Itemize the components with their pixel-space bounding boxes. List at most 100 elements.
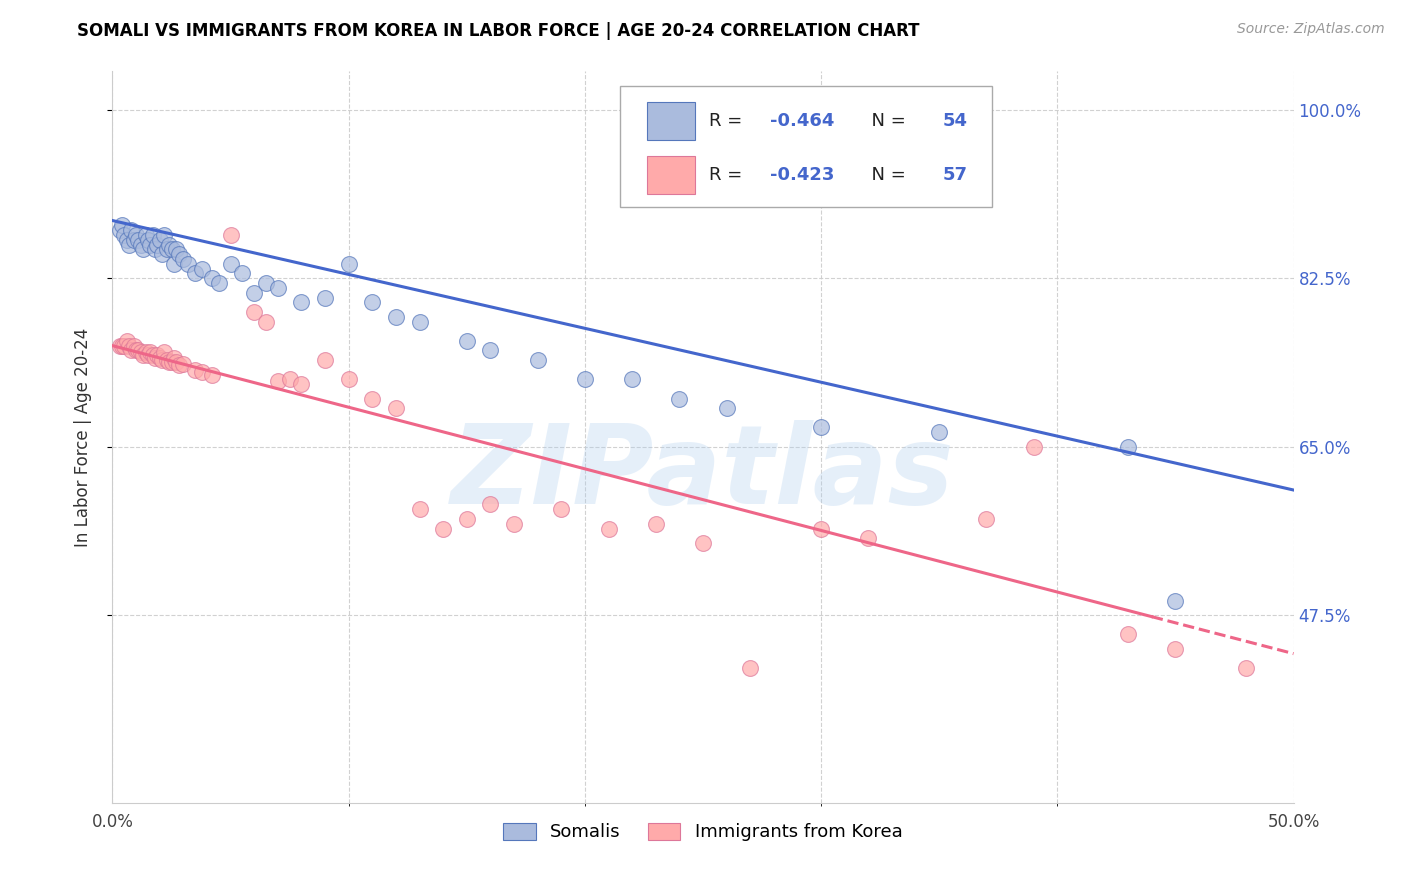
Text: 54: 54 [943, 112, 967, 130]
Point [184, 362, 207, 376]
Point [810, 420, 832, 434]
Point [172, 357, 194, 371]
Point [136, 348, 159, 362]
Point [139, 345, 162, 359]
Point [432, 521, 454, 535]
Point [111, 338, 134, 352]
Point [143, 351, 166, 366]
Point [112, 227, 135, 242]
Point [127, 233, 149, 247]
Text: Source: ZipAtlas.com: Source: ZipAtlas.com [1237, 22, 1385, 37]
Point [184, 267, 207, 281]
Point [135, 345, 157, 359]
Point [385, 401, 408, 416]
Text: -0.464: -0.464 [770, 112, 835, 130]
Point [1116, 440, 1139, 454]
Point [526, 353, 548, 368]
Point [135, 227, 157, 242]
Point [337, 257, 360, 271]
Point [361, 392, 384, 406]
Text: R =: R = [709, 166, 748, 184]
Point [1234, 661, 1257, 675]
Text: -0.423: -0.423 [770, 166, 835, 184]
Point [120, 223, 142, 237]
Point [108, 223, 131, 237]
Point [177, 257, 200, 271]
Point [385, 310, 408, 324]
Point [254, 315, 277, 329]
Point [408, 315, 430, 329]
Point [125, 227, 148, 242]
Point [146, 237, 169, 252]
Point [139, 237, 162, 252]
Point [456, 512, 478, 526]
Point [111, 219, 134, 233]
Point [108, 338, 131, 352]
Point [127, 343, 149, 358]
Bar [648, 102, 695, 140]
Text: N =: N = [860, 112, 911, 130]
Point [1022, 440, 1045, 454]
Point [150, 353, 173, 368]
Point [191, 261, 214, 276]
Point [115, 334, 138, 348]
Point [165, 355, 187, 369]
Y-axis label: In Labor Force | Age 20-24: In Labor Force | Age 20-24 [73, 327, 91, 547]
Point [143, 243, 166, 257]
Point [716, 401, 738, 416]
Point [550, 502, 572, 516]
Point [267, 374, 290, 388]
Point [479, 498, 502, 512]
Point [810, 521, 832, 535]
Point [231, 267, 253, 281]
Point [479, 343, 502, 358]
Point [976, 512, 998, 526]
Text: SOMALI VS IMMIGRANTS FROM KOREA IN LABOR FORCE | AGE 20-24 CORRELATION CHART: SOMALI VS IMMIGRANTS FROM KOREA IN LABOR… [77, 22, 920, 40]
Point [172, 252, 194, 266]
Point [120, 343, 142, 358]
FancyBboxPatch shape [620, 86, 993, 207]
Point [668, 392, 690, 406]
Point [142, 227, 165, 242]
Point [167, 358, 190, 372]
Point [314, 291, 336, 305]
Point [314, 353, 336, 368]
Point [219, 257, 242, 271]
Point [129, 237, 152, 252]
Point [163, 257, 186, 271]
Point [112, 338, 135, 352]
Point [290, 377, 312, 392]
Point [692, 536, 714, 550]
Point [456, 334, 478, 348]
Point [156, 243, 179, 257]
Point [149, 233, 172, 247]
Point [163, 351, 186, 366]
Point [1116, 627, 1139, 641]
Point [208, 276, 231, 290]
Legend: Somalis, Immigrants from Korea: Somalis, Immigrants from Korea [496, 815, 910, 848]
Point [928, 425, 950, 440]
Point [149, 351, 172, 366]
Point [201, 368, 224, 382]
Point [153, 345, 176, 359]
Point [361, 295, 384, 310]
Point [118, 338, 141, 352]
Point [136, 233, 159, 247]
Text: R =: R = [709, 112, 748, 130]
Point [740, 661, 762, 675]
Point [115, 233, 138, 247]
Point [254, 276, 277, 290]
Point [125, 343, 148, 358]
Point [408, 502, 430, 516]
Point [157, 355, 180, 369]
Point [644, 516, 666, 531]
Point [132, 348, 155, 362]
Point [290, 295, 312, 310]
Point [122, 233, 145, 247]
Point [243, 285, 266, 300]
Point [129, 345, 152, 359]
Point [1164, 641, 1187, 656]
Point [574, 372, 596, 386]
Point [191, 365, 214, 379]
Point [146, 348, 169, 362]
